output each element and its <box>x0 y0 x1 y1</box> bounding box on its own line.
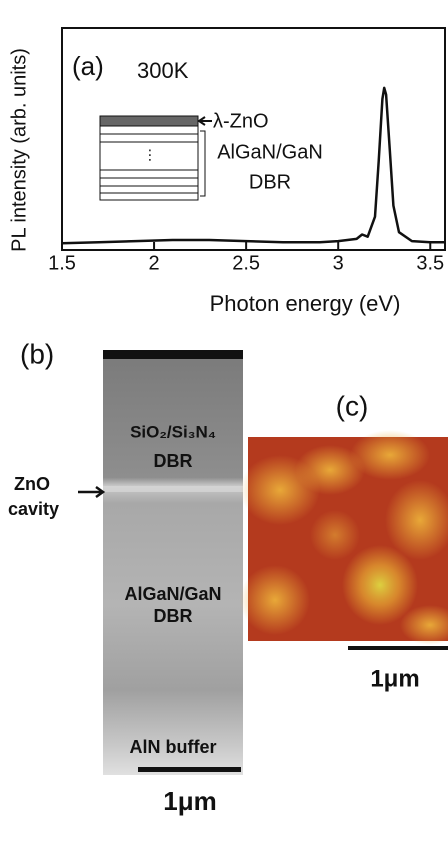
arrow <box>78 487 103 497</box>
annotation: 300K <box>137 58 189 83</box>
scale-bar <box>138 767 241 772</box>
afm-image <box>240 430 448 645</box>
panel-label: (c) <box>336 390 369 421</box>
layer-label: AlGaN/GaN <box>124 584 221 604</box>
x-tick-label: 3 <box>333 252 344 274</box>
svg-text:⋮: ⋮ <box>143 147 157 163</box>
panel-label: (a) <box>72 51 104 81</box>
layer-label: SiO₂/Si₃N₄ <box>130 422 216 441</box>
layer-label: DBR <box>154 606 193 626</box>
layer-label: DBR <box>154 451 193 471</box>
sem-image <box>103 350 243 775</box>
scale-label: 1μm <box>163 786 217 816</box>
annotation: AlGaN/GaN <box>217 141 323 163</box>
panel-label: (b) <box>20 338 54 369</box>
x-tick-label: 2 <box>149 252 160 274</box>
scale-label: 1μm <box>370 665 419 692</box>
x-tick-label: 1.5 <box>48 252 76 274</box>
figure: (a) 300K ⋮ λ-ZnO AlGaN/GaN DBR Photon en… <box>0 0 448 846</box>
scale-bar <box>348 646 448 650</box>
layer-label: cavity <box>8 499 59 519</box>
y-axis-label: PL intensity (arb. units) <box>8 48 30 252</box>
x-axis-label: Photon energy (eV) <box>210 291 401 316</box>
annotation: λ-ZnO <box>213 110 269 132</box>
inset-structure: ⋮ <box>100 116 212 200</box>
x-tick-label: 2.5 <box>232 252 260 274</box>
layer-label: AlN buffer <box>130 737 217 757</box>
layer-label: ZnO <box>14 474 50 494</box>
x-tick-label: 3.5 <box>416 252 444 274</box>
annotation: DBR <box>249 171 291 193</box>
